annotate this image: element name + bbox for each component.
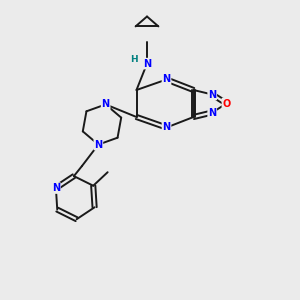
Text: O: O [222, 98, 231, 109]
Text: H: H [130, 56, 138, 64]
Text: N: N [162, 74, 171, 85]
Text: N: N [208, 89, 216, 100]
Text: N: N [208, 107, 216, 118]
Text: N: N [162, 122, 171, 133]
Text: N: N [143, 58, 151, 69]
Text: N: N [94, 140, 102, 150]
Text: N: N [102, 99, 110, 110]
Text: N: N [52, 183, 60, 193]
